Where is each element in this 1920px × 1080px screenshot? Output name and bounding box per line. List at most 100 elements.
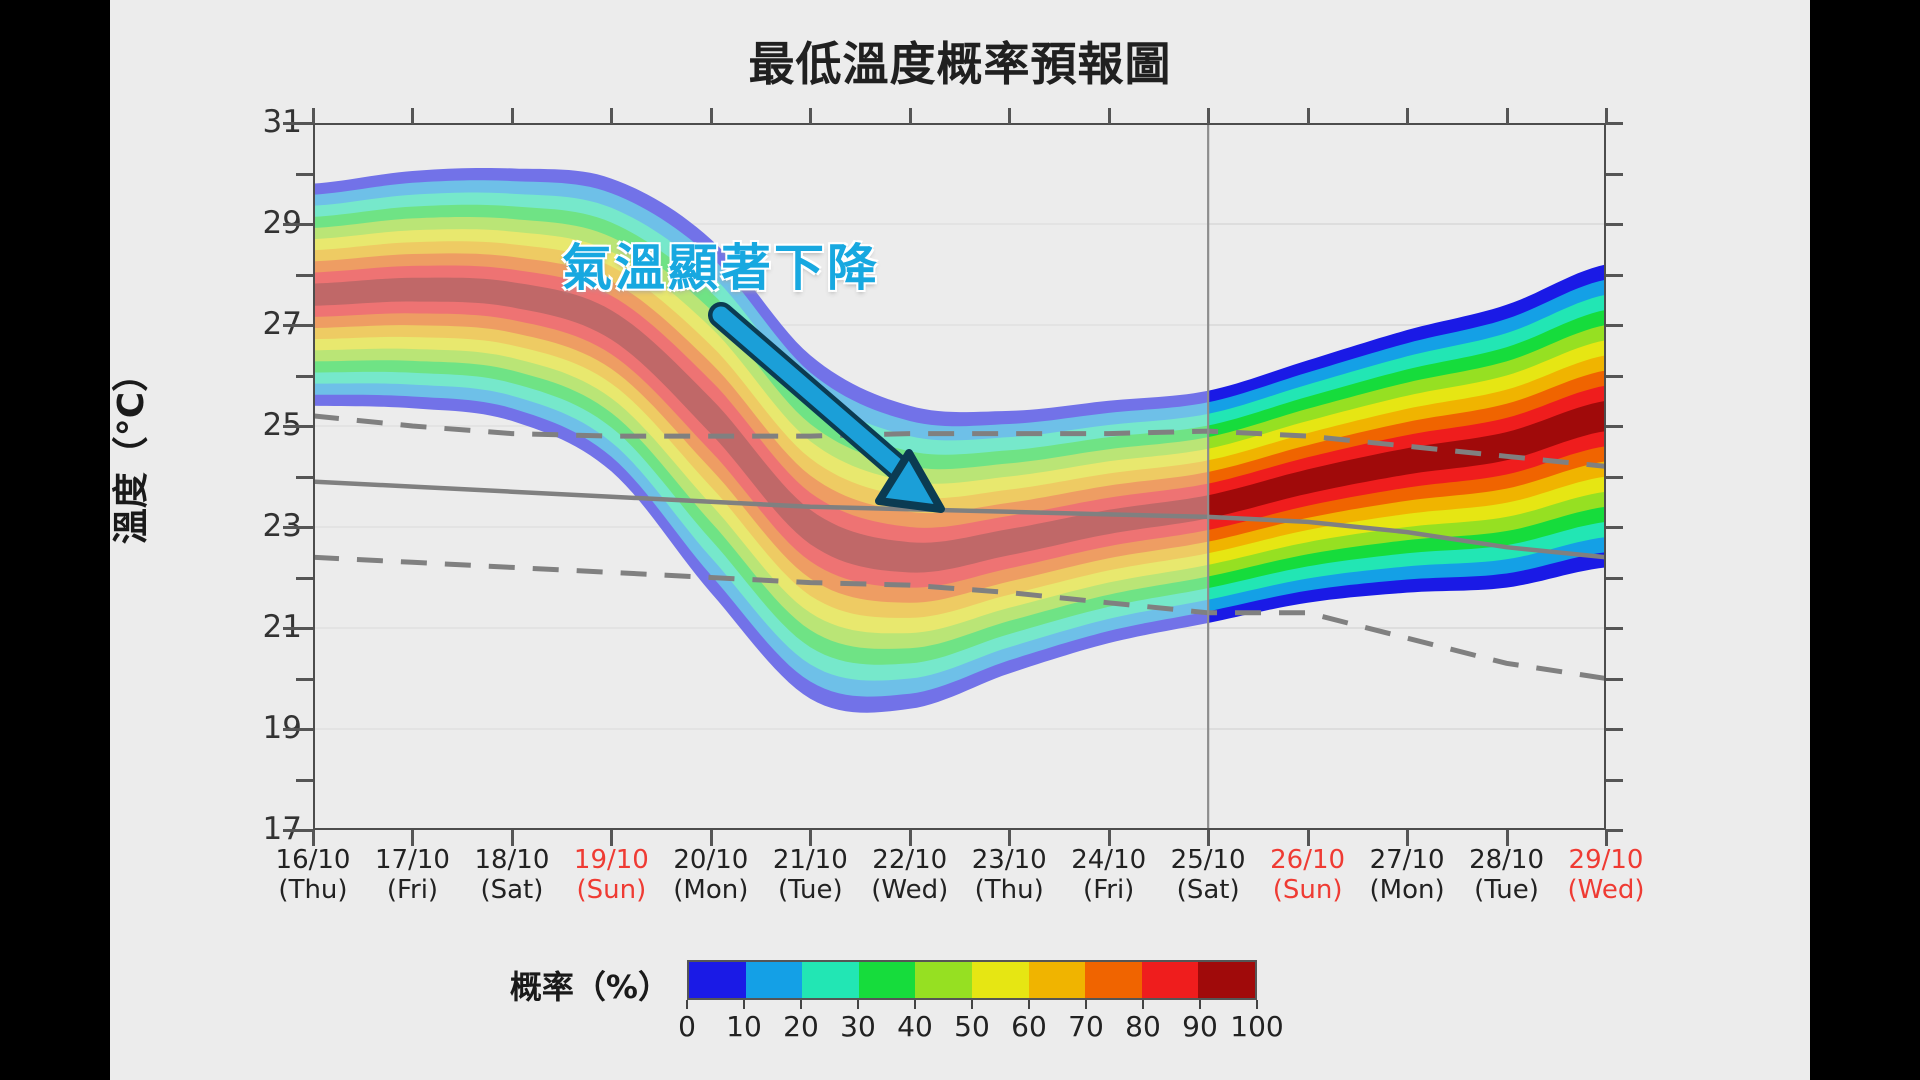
x-axis-tick-mark — [1406, 830, 1410, 846]
y-axis-minor-tick — [296, 172, 313, 176]
x-axis-tick-label: 22/10 (Wed) — [845, 845, 975, 905]
x-axis-tick-mark — [610, 108, 614, 124]
colorbar-tick-mark — [1256, 1000, 1258, 1009]
colorbar-swatch — [971, 962, 1029, 998]
x-tick-date: 16/10 — [275, 845, 351, 875]
y-axis-minor-tick — [1606, 425, 1623, 428]
y-axis-minor-tick — [1606, 677, 1623, 681]
colorbar-tick-label: 80 — [1125, 1010, 1161, 1043]
x-axis-tick-label: 26/10 (Sun) — [1243, 845, 1373, 905]
colorbar-tick-mark — [1085, 1000, 1087, 1009]
colorbar-tick-mark — [1028, 1000, 1030, 1009]
x-tick-date: 29/10 — [1568, 845, 1644, 875]
x-tick-weekday: (Sat) — [1176, 875, 1240, 905]
x-axis-tick-mark — [709, 108, 713, 124]
x-axis-tick-mark — [411, 830, 415, 846]
x-axis-tick-mark — [312, 108, 315, 124]
colorbar-tick-label: 10 — [726, 1010, 762, 1043]
x-axis-tick-mark — [1306, 108, 1310, 124]
x-tick-weekday: (Fri) — [386, 875, 439, 905]
x-axis-tick-mark — [1306, 830, 1310, 846]
colorbar-tick-label: 90 — [1182, 1010, 1218, 1043]
x-tick-weekday: (Sat) — [480, 875, 544, 905]
x-axis-tick-label: 21/10 (Tue) — [745, 845, 875, 905]
y-axis-minor-tick — [1606, 223, 1623, 226]
y-axis-minor-tick — [296, 425, 313, 428]
colorbar-tick-label: 0 — [678, 1010, 696, 1043]
colorbar-swatch — [802, 962, 859, 998]
y-axis-minor-tick — [1606, 273, 1623, 277]
x-tick-date: 28/10 — [1469, 845, 1544, 875]
colorbar-tick-label: 60 — [1011, 1010, 1047, 1043]
x-tick-date: 19/10 — [573, 845, 649, 875]
x-axis-tick-mark — [809, 830, 813, 846]
x-axis-tick-label: 16/10 (Thu) — [248, 845, 378, 905]
upper-percentile-line — [313, 413, 1606, 469]
chart-canvas: 最低溫度概率預報圖 — [110, 0, 1810, 1080]
x-axis-tick-mark — [312, 830, 315, 846]
y-axis-minor-tick — [1606, 778, 1623, 782]
y-axis-minor-tick — [296, 223, 313, 226]
y-axis-minor-tick — [1606, 374, 1623, 378]
y-axis-minor-tick — [1606, 324, 1623, 327]
x-tick-weekday: (Tue) — [777, 875, 843, 905]
x-axis-tick-mark — [1107, 108, 1111, 124]
colorbar-label: 概率（%） — [509, 968, 670, 1006]
y-axis-minor-tick — [296, 374, 313, 378]
colorbar-tick-mark — [743, 1000, 745, 1009]
colorbar-tick-label: 100 — [1230, 1010, 1284, 1043]
probability-plume — [313, 123, 1606, 830]
y-axis-minor-tick — [296, 122, 313, 125]
x-tick-date: 21/10 — [772, 845, 848, 875]
x-axis-tick-label: 25/10 (Sat) — [1143, 845, 1273, 905]
x-axis-tick-mark — [1505, 108, 1509, 124]
colorbar-tick-mark — [800, 1000, 802, 1009]
x-axis-tick-label: 19/10 (Sun) — [546, 845, 676, 905]
x-axis-tick-mark — [1605, 830, 1608, 846]
colorbar-tick-label: 20 — [783, 1010, 819, 1043]
x-axis-tick-mark — [908, 830, 912, 846]
colorbar-tick-label: 70 — [1068, 1010, 1104, 1043]
colorbar-swatch — [858, 962, 916, 998]
x-axis-tick-mark — [510, 830, 514, 846]
x-axis-tick-mark — [1008, 830, 1012, 846]
y-axis-minor-tick — [1606, 576, 1623, 580]
y-axis-minor-tick — [1606, 172, 1623, 176]
x-axis-tick-label: 27/10 (Mon) — [1342, 845, 1472, 905]
colorbar-tick-label: 40 — [897, 1010, 933, 1043]
colorbar: 概率（%） 0 10 20 30 40 50 60 70 80 90 100 — [495, 960, 1395, 1055]
x-axis-tick-label: 17/10 (Fri) — [347, 845, 477, 905]
y-axis-minor-tick — [296, 526, 313, 529]
x-tick-weekday: (Thu) — [278, 875, 348, 905]
y-axis-minor-tick — [1606, 475, 1623, 479]
y-axis-label: 溫度（°C） — [111, 355, 152, 545]
y-axis-minor-tick — [1606, 122, 1623, 125]
forecast-plume-svg — [313, 123, 1606, 830]
colorbar-tick-mark — [914, 1000, 916, 1009]
x-axis-tick-mark — [1605, 108, 1608, 124]
y-axis-minor-tick — [296, 475, 313, 479]
x-tick-date: 22/10 — [872, 845, 948, 875]
y-axis-minor-tick — [296, 324, 313, 327]
x-tick-weekday: (Wed) — [871, 875, 949, 905]
page-title: 最低溫度概率預報圖 — [748, 37, 1172, 91]
x-axis-tick-mark — [908, 108, 912, 124]
y-axis-minor-tick — [296, 778, 313, 782]
x-tick-weekday: (Mon) — [1369, 875, 1445, 905]
y-axis-minor-tick — [1606, 627, 1623, 630]
y-axis-minor-tick — [296, 627, 313, 630]
x-axis-tick-label: 28/10 (Tue) — [1442, 845, 1572, 905]
colorbar-gradient — [687, 960, 1257, 1000]
y-axis-minor-tick — [1606, 526, 1623, 529]
x-tick-date: 20/10 — [673, 845, 749, 875]
colorbar-swatch — [1085, 962, 1142, 998]
colorbar-tick-mark — [1142, 1000, 1144, 1009]
plume-opacity-veil — [313, 123, 1209, 830]
x-axis-tick-label: 29/10 (Wed) — [1541, 845, 1671, 905]
x-axis-tick-label: 23/10 (Thu) — [944, 845, 1074, 905]
annotation-text: 氣溫顯著下降 — [562, 239, 880, 297]
x-tick-date: 24/10 — [1071, 845, 1147, 875]
trend-arrow-icon — [708, 302, 945, 513]
y-axis-minor-tick — [1606, 728, 1623, 731]
